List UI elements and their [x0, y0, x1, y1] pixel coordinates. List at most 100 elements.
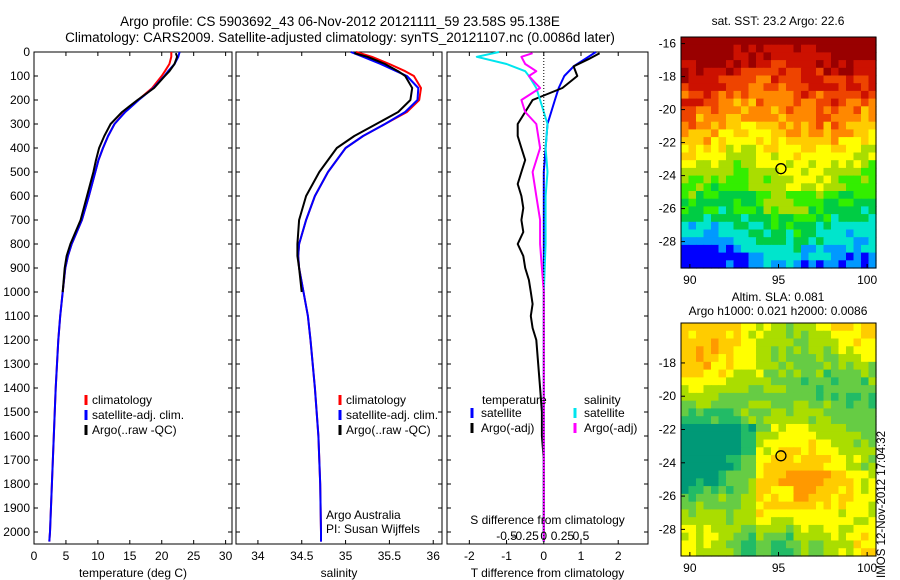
sla-map-cell [688, 509, 697, 518]
sst-map-cell [711, 260, 720, 269]
salinity-annotation-1: Argo Australia [326, 508, 401, 522]
sla-map-cell [838, 486, 847, 495]
sst-map-cell [801, 37, 810, 46]
sst-map-cell [733, 75, 742, 84]
sla-map-cell [778, 509, 787, 518]
sla-map-cell [696, 400, 705, 410]
sst-map-cell [801, 114, 810, 123]
sla-map-cell [688, 462, 697, 472]
sla-map-cell [741, 470, 750, 479]
sla-map-cell [808, 431, 817, 441]
sla-map-cell [688, 455, 697, 464]
sla-map-cell [703, 540, 712, 549]
sla-map-cell [868, 540, 877, 549]
sst-map-cell [846, 121, 855, 130]
sla-map-cell [711, 517, 720, 526]
sst-map-cell [793, 160, 802, 169]
sst-map-cell [748, 137, 757, 146]
sst-map-cell [726, 121, 735, 130]
sla-map-cell [823, 392, 832, 402]
sla-map-cell [748, 501, 757, 510]
sla-map-cell [816, 493, 825, 503]
sla-map-cell [711, 346, 720, 355]
sla-map-cell [756, 416, 765, 425]
sst-map-cell [853, 90, 862, 100]
sst-map-cell [846, 206, 855, 215]
sla-map-cell [838, 416, 847, 425]
sla-map-cell [726, 447, 735, 456]
sst-map-cell [696, 175, 705, 184]
sla-map-cell [711, 455, 720, 464]
sla-map-cell [741, 361, 750, 371]
sst-map-cell [688, 183, 697, 192]
sla-map-cell [816, 423, 825, 433]
sst-map-cell [763, 52, 772, 61]
sst-map-cell [748, 260, 757, 269]
sla-map-cell [823, 431, 832, 441]
sla-map-cell [838, 385, 847, 394]
sst-map-cell [718, 44, 727, 53]
sla-map-cell [786, 532, 795, 542]
sla-map-cell [853, 354, 862, 363]
sla-map-cell [786, 548, 795, 557]
temperature-ytick-label: 1300 [3, 357, 30, 371]
sla-map-cell [771, 400, 780, 410]
sst-map-cell [696, 191, 705, 200]
sla-map-cell [808, 392, 817, 402]
sla-map-cell [808, 501, 817, 510]
sla-map-cell [763, 447, 772, 456]
sst-map-cell [838, 221, 847, 231]
sst-map-cell [763, 106, 772, 115]
sst-map-cell [726, 98, 735, 107]
sst-map-cell [711, 175, 720, 184]
sst-map-cell [733, 137, 742, 146]
sst-map-cell [793, 152, 802, 161]
salinity-xtick-label: 35 [339, 549, 353, 563]
sst-map-cell [846, 129, 855, 138]
sst-map-cell [838, 183, 847, 192]
sst-map-cell [763, 114, 772, 123]
sla-map-cell [733, 338, 742, 347]
sla-map-cell [771, 455, 780, 464]
sst-map-cell [688, 244, 697, 254]
sla-map-cell [831, 439, 840, 448]
sst-map-cell [756, 60, 765, 69]
sla-map-cell [853, 408, 862, 417]
sla-map-cell [801, 478, 810, 487]
sla-map-cell [778, 532, 787, 542]
sst-map-cell [771, 191, 780, 200]
sst-map-cell [861, 252, 870, 261]
sst-map-cell [868, 75, 877, 84]
sla-map-cell [718, 486, 727, 495]
sla-map-cell [763, 354, 772, 363]
sst-map-cell [793, 229, 802, 238]
sst-map-cell [756, 191, 765, 200]
sst-map-cell [681, 252, 690, 261]
sla-map-cell [808, 540, 817, 549]
sla-map-cell [748, 361, 757, 371]
sla-map-cell [718, 354, 727, 363]
sst-map-cell [733, 83, 742, 92]
sla-map-cell [741, 532, 750, 542]
sla-map-cell [778, 470, 787, 479]
sla-map-cell [853, 455, 862, 464]
sla-map-cell [778, 408, 787, 417]
sst-map-cell [703, 144, 712, 154]
sla-map-cell [846, 540, 855, 549]
temperature-ytick-label: 1400 [3, 381, 30, 395]
sst-map-cell [711, 144, 720, 154]
sla-map-cell [801, 462, 810, 472]
sst-map-cell [861, 198, 870, 207]
sst-map-cell [703, 129, 712, 138]
sst-map-cell [726, 137, 735, 146]
sst-map-cell [688, 75, 697, 84]
sla-map-cell [748, 478, 757, 487]
sst-map-cell [808, 206, 817, 215]
sla-map-cell [831, 455, 840, 464]
sst-map-cell [741, 244, 750, 254]
sst-map-cell [786, 137, 795, 146]
sla-map-cell [741, 455, 750, 464]
sst-map-cell [868, 114, 877, 123]
sst-map-cell [801, 206, 810, 215]
sla-map-cell [711, 431, 720, 441]
